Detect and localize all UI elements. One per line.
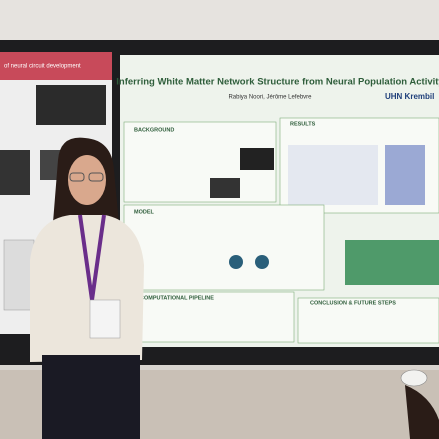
glasses [88,172,104,182]
results-heatmaps [345,240,439,285]
section-box [297,297,439,344]
section-heading: RESULTS [290,121,316,127]
name-badge [89,299,121,339]
results-histograms [385,145,425,205]
left-poster-figure [36,85,106,125]
brain-figure [240,148,274,170]
poster-title: Inferring White Matter Network Structure… [116,77,439,88]
section-heading: BACKGROUND [134,127,174,133]
arm [405,385,439,439]
glasses [69,172,85,182]
sweater [30,215,144,362]
left-poster-chart [3,239,35,311]
poster-authors: Rabiya Noori, Jérôme Lefebvre [228,95,312,101]
section-heading: COMPUTATIONAL PIPELINE [140,295,214,301]
upper-wall [0,0,439,40]
section-box [123,291,295,343]
poster-logo: UHN Krembil [385,92,434,101]
brain-figure [210,178,240,198]
cup [400,369,428,387]
model-node [229,255,243,269]
left-poster-header [0,52,112,80]
pants [42,355,140,439]
results-plots [288,145,378,205]
section-box [123,204,325,291]
face [68,155,106,205]
left-poster-title: of neural circuit development [4,64,81,70]
left-poster-figure [0,150,30,195]
section-heading: MODEL [134,209,155,215]
model-node [255,255,269,269]
section-heading: CONCLUSION & FUTURE STEPS [310,300,396,306]
